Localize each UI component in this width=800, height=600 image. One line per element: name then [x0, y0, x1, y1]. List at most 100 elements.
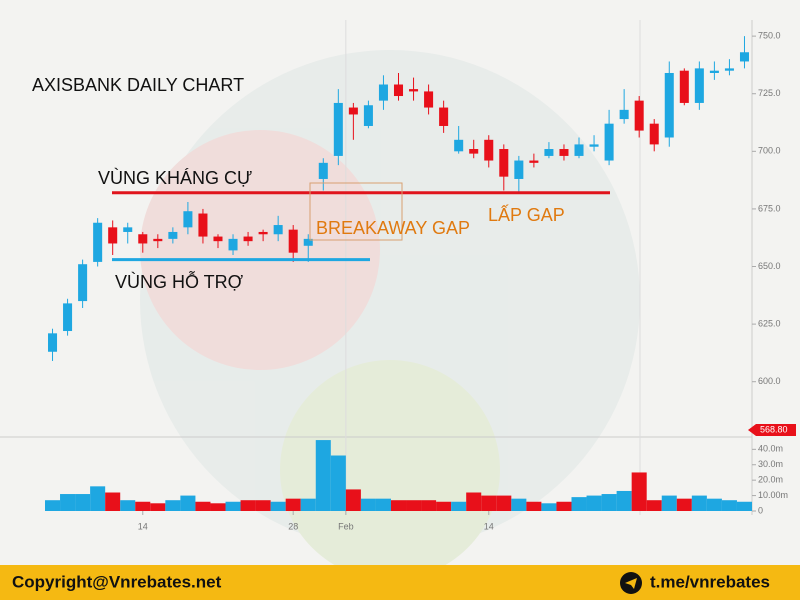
candle-body [439, 107, 449, 126]
candle-body [409, 89, 419, 92]
volume-bar [255, 500, 271, 511]
candle-body [454, 139, 464, 152]
candle-body [514, 160, 524, 179]
candle-body [589, 144, 599, 147]
volume-bar [511, 498, 527, 511]
volume-bar [345, 489, 361, 511]
volume-bar [180, 495, 196, 511]
y-tick-label: 675.0 [758, 203, 781, 213]
candle-body [544, 149, 554, 156]
volume-bar [75, 494, 91, 511]
volume-bar [556, 501, 572, 511]
volume-bar [360, 498, 376, 511]
volume-bar [421, 500, 437, 511]
x-tick-label: Feb [338, 521, 354, 531]
volume-bar [586, 495, 602, 511]
volume-bar [661, 495, 677, 511]
volume-bar [571, 497, 587, 511]
candle-body [183, 211, 193, 228]
volume-bar [210, 503, 226, 511]
annotation: LẤP GAP [488, 204, 565, 225]
candle-body [213, 236, 223, 242]
y-tick-label: 725.0 [758, 88, 781, 98]
volume-bar [631, 472, 647, 511]
candle-body [724, 68, 734, 71]
volume-bar [375, 498, 391, 511]
candle-body [168, 231, 178, 239]
telegram-icon-plane [625, 578, 637, 589]
candle-body [469, 149, 479, 154]
candle-body [78, 264, 88, 302]
volume-bar [165, 500, 181, 511]
volume-bar [300, 498, 316, 511]
volume-bar [451, 501, 467, 511]
volume-bar [45, 500, 61, 511]
candle-body [63, 303, 73, 332]
candle-body [303, 238, 313, 246]
volume-tick-label: 20.0m [758, 475, 783, 485]
footer-right: t.me/vnrebates [650, 572, 770, 591]
plot: 600.0 625.0 650.0 675.0 700.0 725.0 750.0 0 10.0… [45, 20, 788, 531]
volume-bar [225, 501, 241, 511]
volume-bar [691, 495, 707, 511]
volume-bar [330, 455, 346, 511]
volume-bar [390, 500, 407, 511]
volume-tick-label: 0 [758, 505, 763, 515]
candle-body [499, 149, 509, 177]
candle-body [694, 68, 704, 103]
volume-bar [195, 501, 211, 511]
candle-body [679, 70, 689, 103]
candle-body [273, 225, 283, 235]
volume-bar [466, 492, 482, 511]
volume-bar [285, 498, 301, 511]
candle-body [108, 227, 118, 244]
x-tick-label: 14 [484, 521, 494, 531]
volume-bar [406, 500, 422, 511]
x-tick-label: 14 [138, 521, 148, 531]
volume-bar [135, 501, 151, 511]
volume-bar [706, 498, 722, 511]
volume-bar [120, 500, 136, 511]
x-tick-label: 28 [288, 521, 298, 531]
resistance-label: VÙNG KHÁNG CỰ [98, 167, 252, 188]
price-tag-label: 568.80 [760, 424, 788, 434]
volume-bar [90, 486, 106, 511]
watermark-circle [140, 130, 380, 370]
volume-bar [496, 495, 512, 511]
candle-body [649, 123, 659, 145]
annotation: BREAKAWAY GAP [316, 218, 470, 238]
y-tick-label: 650.0 [758, 261, 781, 271]
volume-bar [150, 503, 166, 511]
candle-body [664, 72, 674, 138]
footer-left: Copyright@Vnrebates.net [12, 572, 222, 591]
volume-bar [721, 500, 737, 511]
candle-body [709, 70, 719, 73]
volume-bar [436, 501, 452, 511]
volume-bar [315, 440, 331, 511]
candle-body [288, 229, 298, 253]
watermark-circle [280, 360, 500, 580]
volume-bar [270, 501, 286, 511]
candle-body [484, 139, 494, 161]
volume-bar [60, 494, 76, 511]
candle-body [333, 102, 343, 156]
candle-body [363, 105, 373, 126]
candle-body [258, 231, 268, 235]
candle-body [739, 52, 749, 62]
volume-tick-label: 10.00m [758, 490, 788, 500]
candle-body [393, 84, 404, 97]
candle-body [634, 100, 644, 131]
candle-body [138, 234, 148, 244]
volume-bar [646, 500, 662, 511]
candle-body [48, 333, 58, 352]
volume-bar [676, 498, 692, 511]
volume-bar [240, 500, 256, 511]
gap-box [309, 182, 403, 241]
volume-bar [601, 494, 617, 511]
volume-bar [736, 501, 752, 511]
y-tick-label: 750.0 [758, 31, 781, 41]
candle-body [619, 109, 629, 120]
candle-body [424, 91, 434, 108]
